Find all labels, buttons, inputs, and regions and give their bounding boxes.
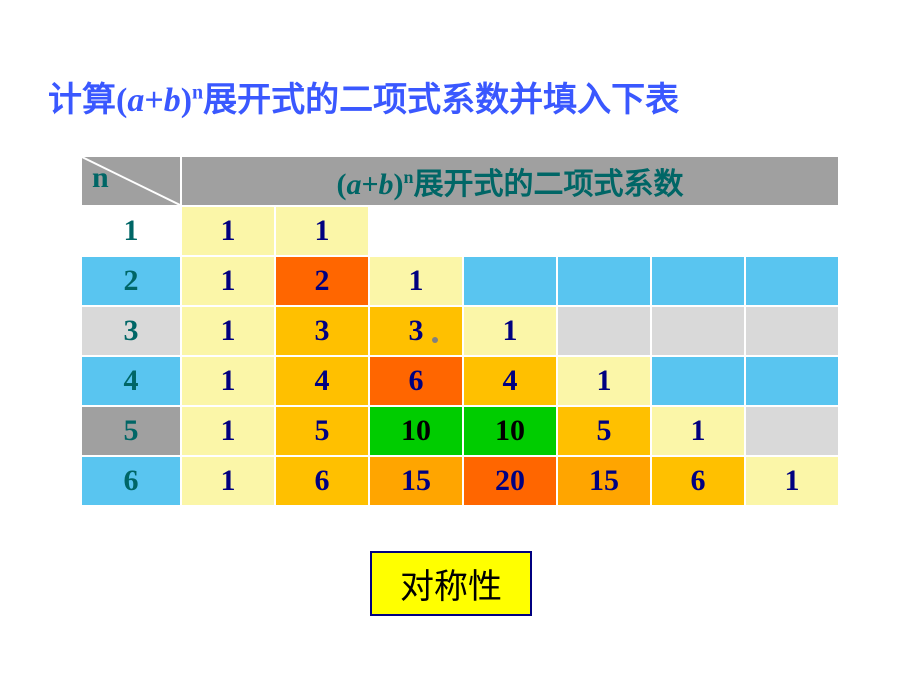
coef-cell: 4 bbox=[463, 356, 557, 406]
n-cell: 3 bbox=[81, 306, 181, 356]
coef-cell: 20 bbox=[463, 456, 557, 506]
coef-cell: 1 bbox=[181, 306, 275, 356]
n-cell: 1 bbox=[81, 206, 181, 256]
coef-cell bbox=[463, 206, 557, 256]
n-cell: 4 bbox=[81, 356, 181, 406]
table-header-row: n (a+b)n展开式的二项式系数 bbox=[81, 156, 839, 206]
coef-cell: 3 bbox=[275, 306, 369, 356]
coef-cell: 1 bbox=[181, 356, 275, 406]
center-dot-icon bbox=[432, 337, 438, 343]
coef-cell: 3 bbox=[369, 306, 463, 356]
coef-cell bbox=[651, 256, 745, 306]
header-n-label: n bbox=[92, 161, 109, 195]
title-b: b bbox=[164, 82, 181, 119]
coef-cell: 5 bbox=[275, 406, 369, 456]
coef-cell bbox=[557, 256, 651, 306]
coef-cell bbox=[557, 306, 651, 356]
coef-cell: 1 bbox=[181, 456, 275, 506]
page-title: 计算(a+b)n展开式的二项式系数并填入下表 bbox=[48, 72, 679, 121]
hdr-pre: ( bbox=[336, 168, 346, 201]
coef-cell: 15 bbox=[557, 456, 651, 506]
coef-cell bbox=[745, 356, 839, 406]
coef-cell: 1 bbox=[181, 406, 275, 456]
table-body: 11121213133141464151510105161615201561 bbox=[81, 206, 839, 506]
coef-cell: 6 bbox=[275, 456, 369, 506]
symmetry-box: 对称性 bbox=[370, 551, 532, 616]
title-tail: 展开式的二项式系数并填入下表 bbox=[203, 82, 679, 119]
hdr-post: ) bbox=[394, 168, 404, 201]
title-post: ) bbox=[181, 82, 192, 119]
hdr-a: a bbox=[346, 168, 361, 201]
coef-cell bbox=[745, 406, 839, 456]
coef-cell bbox=[369, 206, 463, 256]
title-pre: 计算( bbox=[48, 82, 127, 119]
coef-cell: 2 bbox=[275, 256, 369, 306]
coef-cell bbox=[557, 206, 651, 256]
hdr-sup: n bbox=[404, 167, 414, 187]
table-row: 515101051 bbox=[81, 406, 839, 456]
coef-cell: 1 bbox=[369, 256, 463, 306]
coef-cell: 5 bbox=[557, 406, 651, 456]
coef-cell: 1 bbox=[275, 206, 369, 256]
table-row: 2121 bbox=[81, 256, 839, 306]
coef-cell: 1 bbox=[181, 256, 275, 306]
n-cell: 2 bbox=[81, 256, 181, 306]
symmetry-label: 对称性 bbox=[400, 569, 502, 606]
title-sup: n bbox=[192, 82, 203, 104]
n-cell: 6 bbox=[81, 456, 181, 506]
coef-cell bbox=[463, 256, 557, 306]
coef-cell: 6 bbox=[651, 456, 745, 506]
title-a: a bbox=[127, 82, 144, 119]
coef-cell: 10 bbox=[369, 406, 463, 456]
coef-cell bbox=[745, 206, 839, 256]
coef-cell bbox=[745, 306, 839, 356]
coef-cell: 1 bbox=[557, 356, 651, 406]
coef-cell bbox=[651, 356, 745, 406]
slide-page: 计算(a+b)n展开式的二项式系数并填入下表 n (a+b)n展开式的二项式系数… bbox=[0, 0, 920, 690]
table-row: 61615201561 bbox=[81, 456, 839, 506]
header-span-cell: (a+b)n展开式的二项式系数 bbox=[181, 156, 839, 206]
title-plus: + bbox=[144, 82, 163, 119]
n-cell: 5 bbox=[81, 406, 181, 456]
header-n-cell: n bbox=[81, 156, 181, 206]
hdr-b: b bbox=[379, 168, 394, 201]
table-row: 414641 bbox=[81, 356, 839, 406]
pascal-table: n (a+b)n展开式的二项式系数 1112121313314146415151… bbox=[80, 155, 840, 507]
coef-cell: 1 bbox=[651, 406, 745, 456]
hdr-plus: + bbox=[361, 168, 378, 201]
coef-cell: 4 bbox=[275, 356, 369, 406]
table-row: 111 bbox=[81, 206, 839, 256]
table-row: 31331 bbox=[81, 306, 839, 356]
coef-cell: 15 bbox=[369, 456, 463, 506]
coef-cell: 1 bbox=[745, 456, 839, 506]
coef-cell bbox=[745, 256, 839, 306]
coef-cell bbox=[651, 206, 745, 256]
coef-cell: 6 bbox=[369, 356, 463, 406]
coef-cell: 10 bbox=[463, 406, 557, 456]
hdr-tail: 展开式的二项式系数 bbox=[414, 168, 684, 201]
coef-cell: 1 bbox=[181, 206, 275, 256]
coef-cell: 1 bbox=[463, 306, 557, 356]
coef-cell bbox=[651, 306, 745, 356]
